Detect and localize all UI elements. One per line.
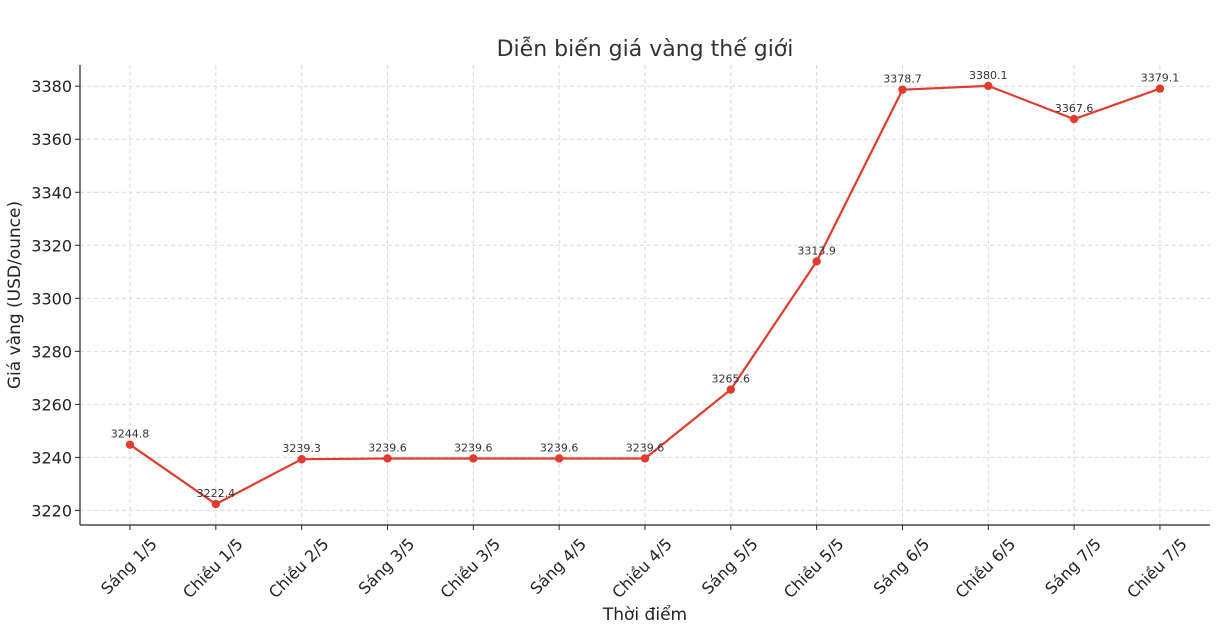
data-point: [726, 385, 736, 394]
y-tick-label: 3340: [31, 183, 72, 202]
x-tick-label: Sáng 7/5: [1041, 534, 1105, 598]
data-labels: 3244.8 3222.4 3239.3 3239.6 3239.6 3239.6 3239…: [111, 69, 1179, 500]
x-tick-label: Chiều 3/5: [437, 534, 505, 602]
data-label: 3239.6: [368, 441, 407, 454]
data-point: [898, 85, 907, 94]
y-tick-label: 3260: [31, 395, 72, 414]
x-tick-label: Chiều 7/5: [1123, 534, 1191, 602]
data-point: [554, 454, 564, 463]
y-tick-label: 3380: [31, 77, 72, 96]
data-label: 3367.6: [1055, 102, 1094, 115]
chart-title: Diễn biến giá vàng thế giới: [497, 36, 794, 62]
data-point: [125, 440, 135, 449]
data-label: 3313.9: [797, 244, 836, 257]
data-label: 3265.6: [712, 373, 751, 386]
data-point: [383, 454, 392, 463]
data-label: 3222.4: [197, 487, 236, 500]
x-axis-label: Thời điểm: [602, 604, 687, 625]
y-ticks: 3220 3240 3260 3280 3300 3320 3340 3360 3380: [31, 77, 80, 520]
y-axis-label: Giá vàng (USD/ounce): [5, 201, 25, 389]
y-tick-label: 3320: [31, 236, 72, 255]
x-tick-label: Chiều 6/5: [952, 534, 1020, 602]
x-tick-label: Sáng 6/5: [870, 534, 934, 598]
y-tick-label: 3360: [31, 130, 72, 149]
x-tick-label: Sáng 4/5: [526, 534, 590, 598]
x-tick-label: Chiều 4/5: [608, 534, 676, 602]
data-point: [812, 257, 821, 266]
data-point: [297, 455, 306, 464]
y-tick-label: 3240: [31, 448, 72, 467]
x-tick-label: Chiều 2/5: [265, 534, 333, 602]
x-tick-label: Chiều 1/5: [179, 534, 247, 602]
x-tick-label: Sáng 1/5: [97, 534, 161, 598]
data-point: [469, 454, 478, 463]
x-tick-label: Sáng 5/5: [698, 534, 762, 598]
data-label: 3239.6: [454, 441, 493, 454]
data-label: 3239.6: [540, 441, 579, 454]
data-point: [640, 454, 650, 463]
data-label: 3239.6: [626, 441, 665, 454]
data-point: [211, 499, 221, 509]
y-tick-label: 3300: [31, 289, 72, 308]
data-label: 3239.3: [282, 442, 321, 455]
data-label: 3380.1: [969, 69, 1008, 82]
x-tick-label: Chiều 5/5: [780, 534, 848, 602]
x-ticks: Sáng 1/5 Chiều 1/5 Chiều 2/5 Sáng 3/5 Chiều …: [97, 525, 1191, 602]
series: [125, 81, 1165, 509]
data-label: 3378.7: [883, 73, 922, 86]
y-tick-label: 3280: [31, 342, 72, 361]
data-point: [984, 81, 993, 91]
y-tick-label: 3220: [31, 501, 72, 520]
data-label: 3379.1: [1141, 72, 1180, 85]
x-tick-label: Sáng 3/5: [355, 534, 419, 598]
grid: [80, 65, 1210, 525]
data-point: [1069, 114, 1079, 124]
data-label: 3244.8: [111, 428, 150, 441]
data-point: [1155, 84, 1165, 93]
